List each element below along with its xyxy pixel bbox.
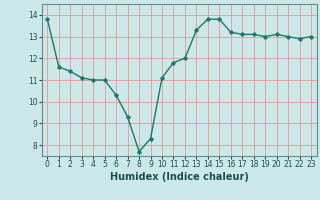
X-axis label: Humidex (Indice chaleur): Humidex (Indice chaleur): [110, 172, 249, 182]
